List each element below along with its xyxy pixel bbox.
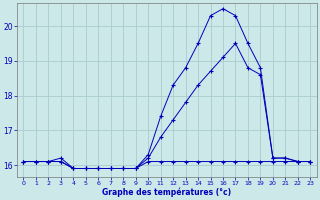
X-axis label: Graphe des températures (°c): Graphe des températures (°c) — [102, 187, 231, 197]
